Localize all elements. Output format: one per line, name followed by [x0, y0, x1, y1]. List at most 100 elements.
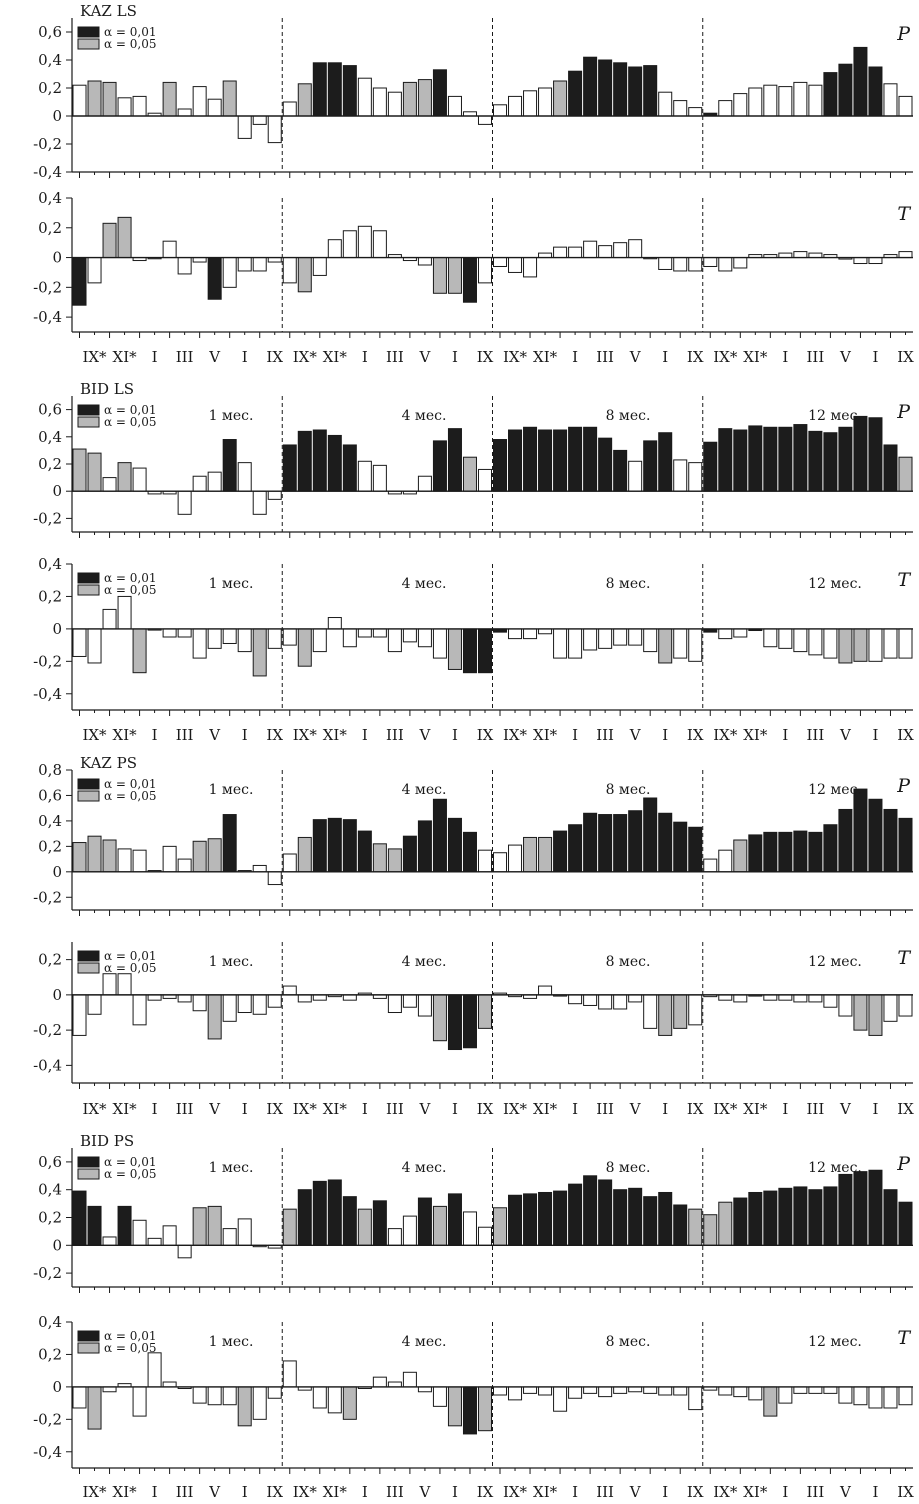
x-tick-label: I: [873, 1483, 879, 1501]
bar: [312, 1386, 327, 1409]
x-tick-label: I: [242, 1483, 248, 1501]
bar: [447, 257, 462, 294]
x-tick-label: I: [662, 348, 668, 366]
bar: [267, 115, 282, 144]
bar: [868, 1386, 883, 1409]
x-tick-label: I: [362, 348, 368, 366]
bar: [673, 100, 688, 117]
bar: [432, 1205, 447, 1246]
group-label: 8 мес.: [606, 954, 651, 970]
x-tick-label: I: [152, 348, 158, 366]
x-tick-label: I: [572, 348, 578, 366]
variable-label: P: [896, 1153, 911, 1175]
bar: [868, 66, 883, 117]
bar: [613, 1189, 628, 1246]
x-tick-label: III: [807, 348, 825, 366]
x-tick-label: XI*: [533, 726, 558, 744]
bar: [297, 994, 312, 1003]
legend-swatch-p01: [77, 950, 100, 962]
x-tick-label: IX*: [82, 726, 107, 744]
y-tick-label: 0,4: [38, 812, 62, 830]
bar: [117, 462, 132, 492]
x-tick-label: I: [782, 348, 788, 366]
x-tick-label: I: [452, 726, 458, 744]
bar: [568, 824, 583, 873]
bar: [87, 257, 102, 284]
bar: [628, 1187, 643, 1246]
x-tick-label: I: [873, 348, 879, 366]
legend-swatch-p01: [77, 1156, 100, 1168]
x-tick-label: IX*: [82, 348, 107, 366]
y-tick-label: -0,4: [33, 685, 62, 703]
bar: [147, 1237, 162, 1246]
bar: [838, 808, 853, 873]
bar: [868, 417, 883, 492]
bar: [553, 1190, 568, 1246]
bar: [673, 1386, 688, 1396]
bar: [568, 994, 583, 1005]
bar: [177, 628, 192, 638]
x-tick-label: I: [152, 726, 158, 744]
x-tick-label: I: [152, 1100, 158, 1118]
bar: [132, 849, 147, 873]
y-tick-label: 0: [52, 107, 62, 125]
bar: [763, 426, 778, 492]
bar: [417, 475, 432, 492]
bar: [883, 83, 898, 117]
bar: [312, 628, 327, 653]
bar: [87, 80, 102, 117]
bar: [417, 1386, 432, 1393]
legend-label: α = 0,01: [104, 949, 157, 963]
bar: [417, 1197, 432, 1246]
x-tick-label: IX: [687, 1483, 704, 1501]
y-tick-label: -0,4: [33, 308, 62, 326]
bar: [838, 628, 853, 664]
bar: [898, 994, 913, 1017]
x-tick-label: IX*: [503, 1483, 528, 1501]
x-tick-label: V: [208, 1100, 221, 1118]
bar: [477, 628, 493, 674]
bar: [808, 1386, 823, 1394]
bar: [462, 831, 477, 873]
bar: [643, 797, 658, 873]
variable-label: T: [897, 947, 911, 969]
bar: [192, 1207, 207, 1246]
x-tick-label: IX: [477, 1483, 494, 1501]
bar: [477, 1226, 493, 1246]
y-tick-label: 0: [52, 482, 62, 500]
bar: [598, 245, 613, 259]
bar: [297, 628, 312, 667]
bar: [718, 849, 733, 873]
y-tick-label: 0: [52, 986, 62, 1004]
bar: [673, 1204, 688, 1246]
y-tick-label: -0,4: [33, 1443, 62, 1461]
bar: [733, 628, 748, 638]
x-tick-label: IX*: [713, 348, 738, 366]
bar: [357, 225, 372, 259]
x-tick-label: V: [418, 348, 431, 366]
x-tick-label: I: [362, 1100, 368, 1118]
variable-label: T: [897, 1327, 911, 1349]
panel-title: KAZ PS: [80, 754, 137, 772]
x-tick-label: IX*: [503, 726, 528, 744]
bar: [898, 628, 913, 659]
bar: [883, 628, 898, 659]
x-tick-label: XI*: [113, 348, 138, 366]
bar: [748, 425, 763, 492]
bar: [237, 628, 252, 653]
bar: [733, 994, 748, 1003]
x-tick-label: III: [807, 1100, 825, 1118]
bar: [342, 1386, 357, 1420]
panel-title: BID LS: [80, 380, 134, 398]
bar: [132, 628, 147, 674]
bar: [658, 1386, 673, 1396]
bar: [643, 994, 658, 1029]
x-tick-label: III: [596, 1483, 614, 1501]
bar: [838, 1386, 853, 1404]
group-label: 4 мес.: [402, 1334, 447, 1350]
bar: [162, 240, 177, 259]
variable-label: P: [896, 401, 911, 423]
bar: [553, 628, 568, 659]
legend-label: α = 0,05: [104, 961, 157, 975]
bar: [192, 994, 207, 1012]
